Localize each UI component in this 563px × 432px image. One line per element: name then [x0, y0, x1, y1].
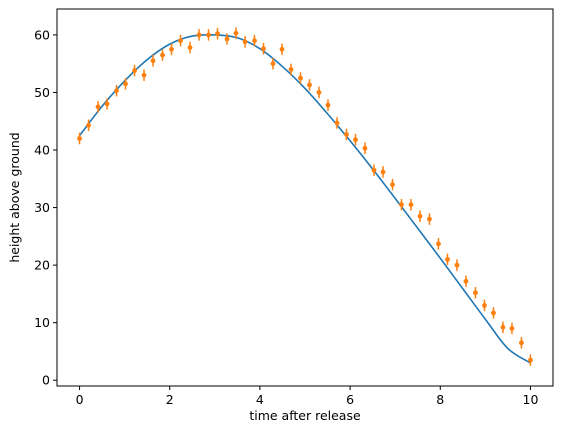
data-point — [196, 32, 202, 38]
y-tick-label: 10 — [34, 315, 50, 330]
data-point — [408, 202, 414, 208]
data-point — [215, 31, 220, 37]
data-point — [500, 324, 506, 330]
data-point — [178, 38, 183, 44]
data-point — [390, 182, 395, 187]
data-point — [187, 45, 193, 50]
data-point — [509, 326, 515, 331]
data-point — [77, 136, 82, 141]
data-point — [224, 36, 230, 42]
y-tick-label: 40 — [34, 143, 50, 158]
data-point — [288, 67, 294, 72]
data-point — [298, 75, 303, 81]
data-point — [473, 290, 478, 296]
x-axis: 0 2 4 6 8 10 — [76, 386, 539, 407]
y-axis: 0 10 20 30 40 50 60 — [34, 27, 57, 388]
data-point — [279, 46, 285, 52]
x-axis-label: time after release — [249, 408, 361, 423]
data-point — [160, 52, 165, 58]
data-point — [169, 46, 174, 52]
data-point — [307, 82, 312, 88]
x-tick-label: 10 — [523, 392, 539, 407]
data-point — [95, 104, 101, 110]
data-point — [371, 167, 377, 173]
data-point — [270, 61, 276, 67]
data-point — [519, 340, 524, 346]
fit-line — [78, 33, 531, 364]
chart-marks — [77, 27, 533, 366]
x-tick-label: 2 — [166, 392, 174, 407]
data-point — [123, 81, 128, 87]
data-point — [316, 90, 322, 95]
y-axis-label: height above ground — [7, 132, 22, 262]
y-tick-label: 20 — [34, 258, 50, 273]
data-point — [233, 30, 239, 36]
data-point — [353, 137, 358, 143]
data-point — [334, 120, 340, 126]
data-point — [325, 102, 331, 108]
data-point — [206, 32, 211, 38]
data-point — [454, 262, 460, 268]
data-point — [86, 122, 91, 128]
data-point — [261, 46, 266, 52]
y-tick-label: 30 — [34, 200, 50, 215]
data-point — [427, 216, 432, 222]
data-point — [399, 202, 404, 208]
x-tick-label: 6 — [346, 392, 354, 407]
axes-frame — [56, 8, 554, 387]
data-point — [114, 88, 119, 94]
data-point — [436, 241, 441, 247]
data-point — [417, 213, 423, 219]
data-point — [463, 278, 469, 284]
y-tick-label: 50 — [34, 85, 50, 100]
data-point — [344, 132, 349, 137]
y-tick-label: 0 — [42, 373, 50, 388]
data-point — [445, 256, 450, 262]
x-tick-label: 0 — [76, 392, 84, 407]
data-point — [141, 72, 147, 78]
data-point — [104, 101, 110, 107]
data-point — [132, 68, 137, 73]
data-point — [380, 169, 386, 175]
data-point — [150, 58, 156, 64]
data-point — [242, 39, 248, 45]
data-point — [528, 357, 533, 363]
x-tick-label: 8 — [436, 392, 444, 407]
x-tick-label: 4 — [256, 392, 264, 407]
data-point — [491, 310, 496, 316]
data-point — [362, 145, 368, 151]
data-point — [252, 38, 257, 44]
y-tick-label: 60 — [34, 27, 50, 42]
data-point — [482, 303, 487, 308]
